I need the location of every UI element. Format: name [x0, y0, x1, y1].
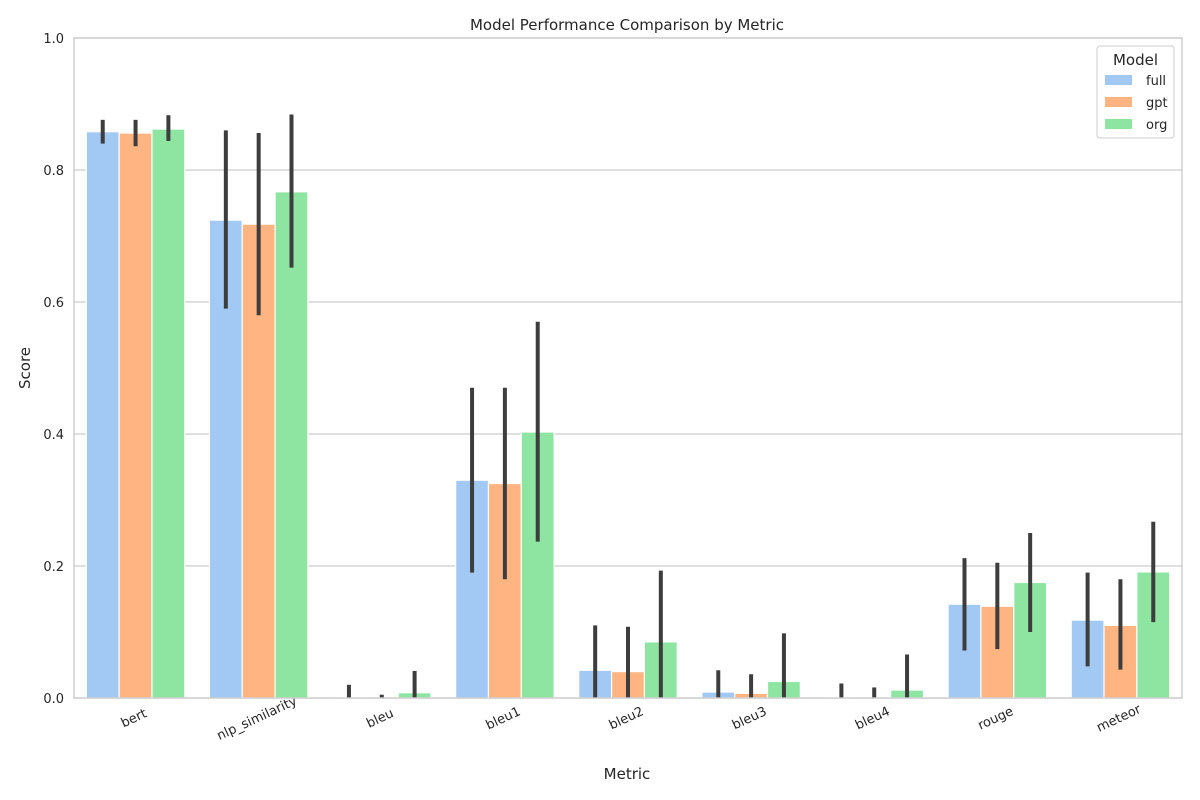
- legend-swatch: [1105, 75, 1132, 85]
- legend-title: Model: [1113, 51, 1158, 69]
- x-tick-label: nlp_similarity: [215, 694, 300, 744]
- legend: Model full gpt org: [1096, 45, 1175, 139]
- x-tick-label: bleu4: [853, 704, 892, 733]
- x-tick-label: bleu3: [730, 704, 769, 733]
- y-tick-label: 0.2: [43, 560, 64, 575]
- y-tick-label: 0.8: [43, 164, 64, 179]
- legend-swatch: [1105, 97, 1132, 107]
- bar: [151, 128, 186, 699]
- legend-label: full: [1146, 74, 1166, 89]
- x-tick-label: meteor: [1094, 702, 1144, 736]
- y-tick-label: 0.0: [43, 692, 64, 707]
- legend-box: [1096, 45, 1175, 139]
- bar: [85, 131, 120, 699]
- bars: [85, 128, 1171, 699]
- chart-title: Model Performance Comparison by Metric: [470, 16, 784, 34]
- x-tick-label: bleu1: [484, 704, 523, 733]
- legend-swatch: [1105, 119, 1132, 129]
- x-tick-label: bleu2: [607, 704, 646, 733]
- x-tick-label: rouge: [976, 704, 1016, 733]
- legend-label: gpt: [1146, 96, 1168, 111]
- error-bars: [100, 114, 1156, 698]
- plot-frame: [73, 37, 1183, 699]
- y-tick-label: 0.4: [43, 428, 64, 443]
- y-tick-label: 0.6: [43, 296, 64, 311]
- x-tick-label: bleu: [364, 706, 396, 731]
- bar: [118, 132, 153, 699]
- legend-label: org: [1146, 118, 1167, 133]
- x-axis-title: Metric: [604, 765, 651, 783]
- y-tick-label: 1.0: [43, 32, 64, 47]
- bar: [274, 191, 309, 699]
- x-tick-label: bert: [119, 706, 150, 731]
- y-axis-title: Score: [16, 347, 34, 389]
